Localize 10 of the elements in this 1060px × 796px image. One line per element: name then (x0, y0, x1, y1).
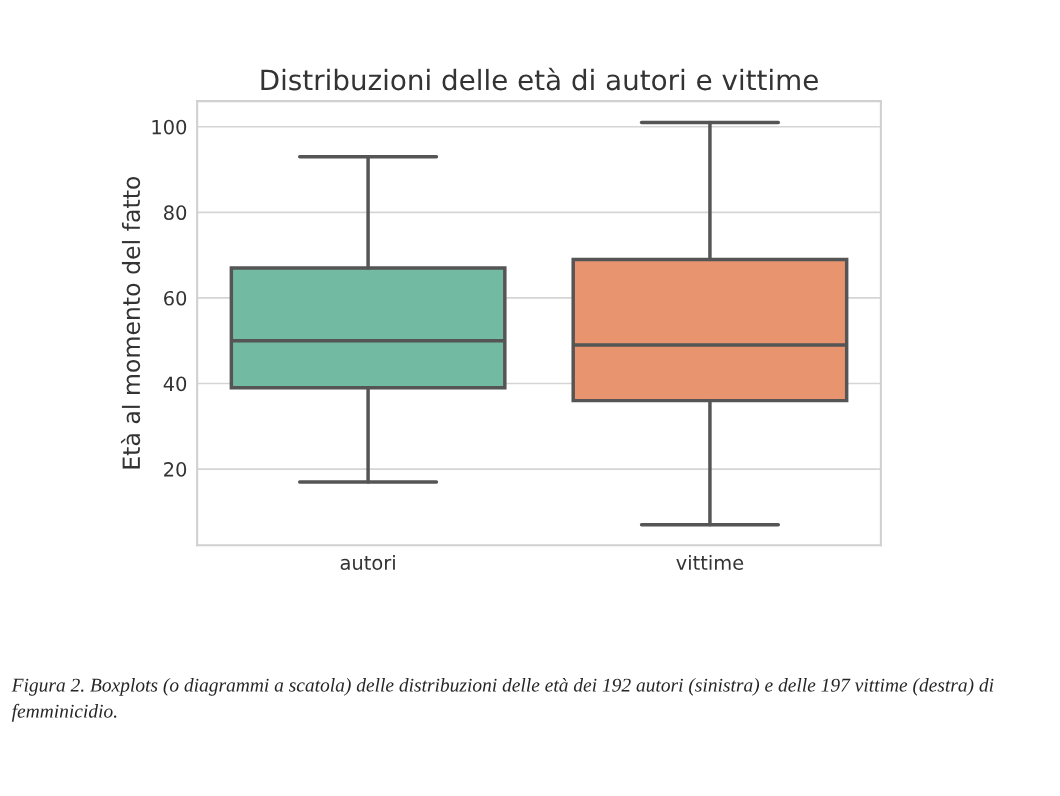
y-tick-label: 40 (163, 376, 187, 392)
x-tick-label: vittime (676, 554, 744, 571)
text: Figura 2. Boxplots (o diagrammi a scatola) delle distribuzioni delle età dei 192 autori (sinistra) e delle 197 vittime (destra) di femminicidio. (11, 678, 994, 722)
y-tick-label: 20 (164, 462, 187, 477)
chart-title: Distribuzioni delle età di autori e vittime (261, 67, 818, 91)
x-tick-label: autori (340, 554, 395, 571)
y-tick-label: 60 (164, 290, 187, 306)
y-tick-label: 80 (164, 205, 187, 221)
y-tick-label: 100 (152, 119, 187, 135)
y-axis-title: Età al momento del fatto (120, 176, 141, 469)
